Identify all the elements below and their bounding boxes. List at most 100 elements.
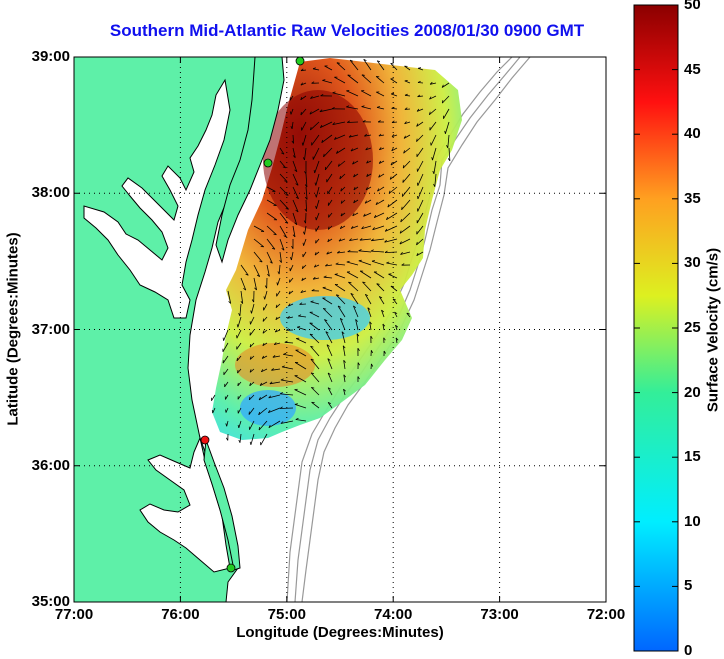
velocity-arrow-head (355, 319, 358, 322)
velocity-arrow-head (365, 147, 368, 151)
velocity-arrow-head (357, 362, 360, 366)
velocity-arrow (266, 212, 278, 221)
velocity-arrow-head (261, 355, 265, 359)
velocity-arrow (349, 59, 359, 71)
velocity-arrow-head (294, 222, 298, 226)
station-marker-south[interactable] (226, 563, 236, 573)
velocity-arrow (236, 329, 242, 339)
velocity-arrow (276, 290, 281, 297)
velocity-arrow-head (237, 382, 239, 386)
velocity-arrow-head (340, 200, 343, 204)
velocity-arrow-head (343, 374, 347, 378)
velocity-arrow (434, 173, 437, 187)
velocity-arrow (346, 90, 359, 97)
velocity-arrow (250, 316, 255, 325)
colorbar-tick-label: 30 (684, 254, 701, 272)
station-marker-delmarva[interactable] (263, 158, 273, 168)
velocity-arrow (302, 264, 307, 269)
velocity-arrow (249, 368, 255, 373)
x-tick-label: 76:00 (161, 606, 200, 623)
velocity-arrow-head (350, 148, 354, 152)
velocity-arrow-head (302, 157, 305, 161)
velocity-arrow (319, 108, 333, 113)
velocity-arrow-head (371, 260, 375, 262)
velocity-arrow (416, 212, 424, 224)
velocity-arrow (279, 186, 289, 196)
velocity-arrow (289, 264, 294, 272)
velocity-arrow (292, 173, 299, 186)
velocity-arrow (272, 355, 281, 358)
velocity-arrow (266, 199, 277, 206)
velocity-arrow-head (295, 196, 299, 200)
velocity-arrow-head (349, 59, 354, 62)
velocity-arrow-head (362, 119, 366, 123)
velocity-arrow (301, 277, 307, 281)
velocity-arrow-head (340, 317, 343, 321)
y-tick-label: 39:00 (31, 48, 70, 65)
velocity-arrow (279, 147, 285, 155)
velocity-arrow (292, 186, 299, 199)
velocity-arrow-head (327, 402, 331, 404)
velocity-arrow (304, 225, 307, 235)
velocity-arrow-head (277, 271, 280, 275)
velocity-arrow-head (294, 403, 298, 405)
velocity-arrow (326, 251, 333, 255)
velocity-arrow-head (379, 296, 383, 299)
velocity-arrow (343, 360, 346, 370)
velocity-arrow (284, 341, 294, 344)
velocity-arrow-head (299, 302, 303, 305)
velocity-arrow-head (361, 74, 365, 76)
velocity-arrow (304, 147, 307, 161)
velocity-arrow (338, 238, 346, 242)
velocity-arrow (313, 277, 320, 280)
velocity-arrow-head (273, 233, 277, 236)
velocity-arrow-head (331, 106, 335, 110)
velocity-arrow (381, 309, 385, 318)
velocity-arrow (391, 108, 398, 110)
velocity-arrow (382, 323, 385, 331)
velocity-arrow (400, 251, 411, 255)
velocity-arrow-head (268, 395, 272, 399)
velocity-arrow (237, 316, 242, 328)
velocity-arrow-head (377, 60, 381, 63)
velocity-arrow (363, 212, 372, 217)
velocity-arrow-head (377, 188, 380, 192)
velocity-arrow-head (416, 138, 418, 142)
velocity-hotspot (263, 90, 373, 230)
station-marker-red[interactable] (200, 435, 210, 445)
axis-ticks (74, 57, 606, 602)
velocity-arrow-head (310, 300, 314, 303)
velocity-arrow (237, 381, 242, 387)
velocity-arrow-head (371, 363, 374, 367)
velocity-arrow-head (260, 369, 264, 373)
velocity-arrow (341, 331, 346, 344)
velocity-arrow-head (309, 111, 312, 115)
velocity-arrow (249, 355, 255, 360)
velocity-arrow (294, 404, 307, 409)
velocity-arrow-head (310, 96, 313, 99)
velocity-arrow-head (332, 122, 336, 125)
velocity-arrow (222, 355, 229, 364)
velocity-arrow (290, 108, 294, 115)
velocity-arrow-head (394, 311, 398, 315)
velocity-arrow (312, 68, 320, 71)
velocity-arrow (404, 80, 411, 84)
velocity-arrow (417, 173, 424, 186)
velocity-arrow (266, 225, 277, 235)
velocity-arrow (249, 394, 255, 401)
velocity-arrow (305, 173, 308, 188)
velocity-arrow (401, 199, 411, 211)
velocity-arrow (323, 147, 333, 158)
velocity-arrow (326, 173, 333, 183)
velocity-arrow-head (301, 277, 304, 281)
velocity-arrow (253, 225, 265, 232)
velocity-arrow-head (359, 238, 363, 241)
velocity-arrow (403, 147, 411, 154)
map-area[interactable] (74, 57, 606, 602)
velocity-arrow (294, 375, 307, 383)
y-tick-label: 36:00 (31, 456, 70, 474)
velocity-arrow-head (240, 301, 244, 304)
velocity-arrow (249, 420, 255, 430)
station-marker-north[interactable] (295, 57, 305, 66)
velocity-arrow-head (280, 421, 284, 424)
